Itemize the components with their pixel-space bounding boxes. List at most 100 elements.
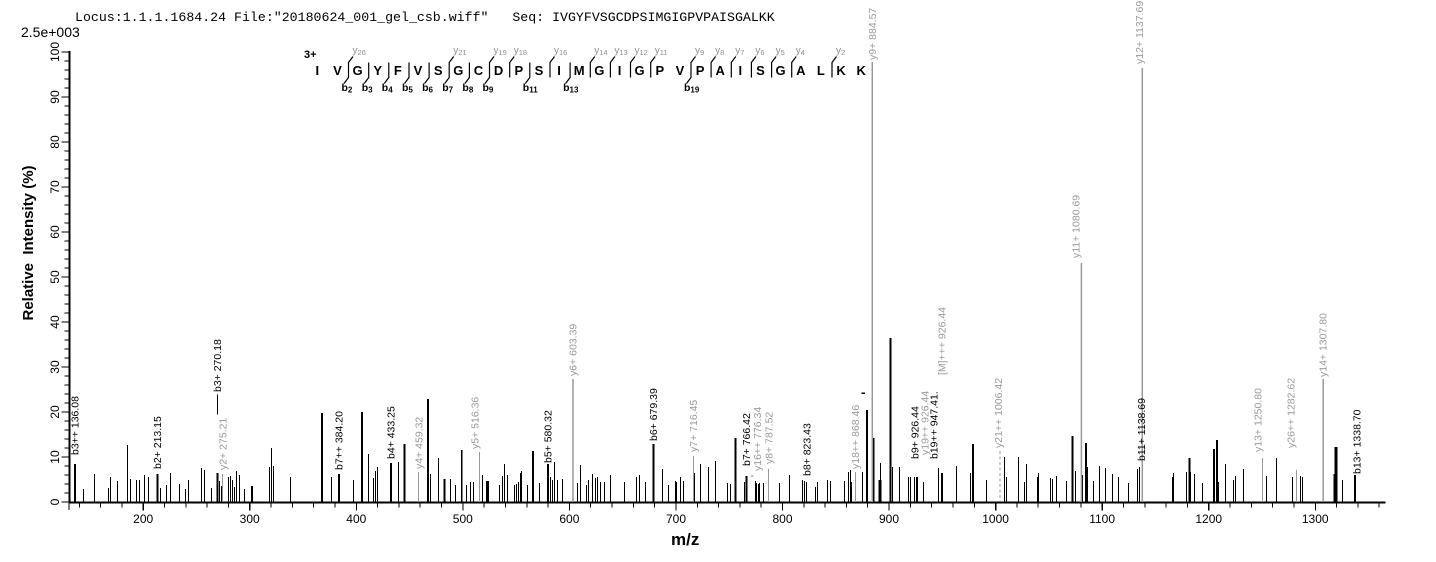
svg-text:y14: y14	[594, 46, 607, 58]
svg-text:b7++ 384.20: b7++ 384.20	[334, 411, 346, 470]
svg-text:b4: b4	[382, 82, 393, 95]
svg-text:y8: y8	[715, 46, 724, 58]
svg-text:I: I	[738, 63, 742, 78]
svg-text:P: P	[696, 63, 705, 78]
svg-text:1200: 1200	[1195, 512, 1222, 526]
svg-text:y18++ 868.46: y18++ 868.46	[850, 405, 862, 469]
svg-text:b4+ 433.25: b4+ 433.25	[385, 406, 397, 459]
svg-text:20: 20	[48, 405, 62, 419]
svg-text:100: 100	[48, 42, 62, 62]
svg-text:C: C	[474, 63, 484, 78]
svg-text:b6: b6	[422, 82, 433, 95]
svg-text:y13+ 1250.80: y13+ 1250.80	[1253, 388, 1265, 452]
svg-text:I: I	[557, 63, 561, 78]
svg-text:P: P	[514, 63, 523, 78]
svg-text:y18: y18	[514, 46, 527, 58]
svg-text:40: 40	[48, 315, 62, 329]
svg-text:y16: y16	[554, 46, 567, 58]
svg-text:y2: y2	[836, 46, 845, 58]
svg-text:y5+ 516.36: y5+ 516.36	[469, 397, 481, 449]
svg-text:S: S	[434, 63, 443, 78]
svg-text:A: A	[796, 63, 806, 78]
svg-text:y12+ 1137.69: y12+ 1137.69	[1134, 1, 1146, 64]
svg-text:y16++ 776.34: y16++ 776.34	[752, 407, 764, 471]
svg-text:V: V	[333, 63, 342, 78]
svg-text:200: 200	[133, 512, 153, 526]
svg-text:b7: b7	[442, 82, 453, 95]
svg-text:D: D	[494, 63, 503, 78]
svg-text:10: 10	[48, 450, 62, 464]
svg-text:y13: y13	[614, 46, 627, 58]
svg-text:V: V	[676, 63, 685, 78]
svg-text:m/z: m/z	[671, 530, 699, 549]
svg-text:b3+ 270.18: b3+ 270.18	[212, 339, 224, 392]
svg-text:y26++ 1282.62: y26++ 1282.62	[1286, 378, 1298, 448]
svg-text:y4+ 459.32: y4+ 459.32	[414, 417, 426, 469]
svg-text:y26: y26	[353, 46, 366, 58]
svg-text:90: 90	[48, 90, 62, 104]
svg-text:700: 700	[666, 512, 686, 526]
svg-text:y9: y9	[695, 46, 704, 58]
svg-text:G: G	[776, 63, 786, 78]
svg-text:I: I	[618, 63, 622, 78]
svg-text:P: P	[655, 63, 664, 78]
svg-text:400: 400	[346, 512, 366, 526]
svg-text:b6+ 679.39: b6+ 679.39	[648, 388, 660, 441]
svg-text:50: 50	[48, 270, 62, 284]
svg-text:800: 800	[772, 512, 792, 526]
svg-text:b5: b5	[402, 82, 413, 95]
svg-text:1000: 1000	[982, 512, 1009, 526]
svg-text:y19++ 926.44: y19++ 926.44	[919, 391, 931, 455]
svg-text:b19: b19	[684, 82, 700, 95]
svg-text:y2+ 275.21: y2+ 275.21	[217, 418, 229, 470]
svg-text:y14+ 1307.80: y14+ 1307.80	[1318, 313, 1330, 377]
svg-text:K: K	[836, 63, 846, 78]
svg-text:y8+ 787.52: y8+ 787.52	[763, 412, 775, 464]
svg-text:I: I	[315, 63, 319, 78]
svg-text:1300: 1300	[1302, 512, 1329, 526]
svg-text:F: F	[394, 63, 402, 78]
svg-text:G: G	[594, 63, 604, 78]
svg-text:70: 70	[48, 180, 62, 194]
svg-text:30: 30	[48, 360, 62, 374]
svg-text:b2+ 213.15: b2+ 213.15	[152, 416, 164, 469]
svg-text:G: G	[453, 63, 463, 78]
svg-text:b13: b13	[563, 82, 579, 95]
svg-text:y11+ 1080.69: y11+ 1080.69	[1071, 195, 1083, 258]
svg-text:y6: y6	[755, 46, 764, 58]
svg-text:y6+ 603.39: y6+ 603.39	[568, 324, 580, 376]
svg-text:0: 0	[48, 498, 62, 505]
svg-text:b8: b8	[462, 82, 473, 95]
svg-text:80: 80	[48, 135, 62, 149]
svg-text:b3++ 136.08: b3++ 136.08	[70, 396, 82, 455]
svg-text:b8+ 823.43: b8+ 823.43	[801, 423, 813, 476]
svg-text:b19++ 947.41.: b19++ 947.41.	[928, 391, 940, 459]
svg-text:y7+ 716.45: y7+ 716.45	[688, 400, 700, 452]
svg-text:900: 900	[879, 512, 899, 526]
svg-text:y4: y4	[796, 46, 805, 58]
svg-text:Y: Y	[373, 63, 382, 78]
svg-text:60: 60	[48, 225, 62, 239]
svg-text:b11+ 1138.69: b11+ 1138.69	[1136, 398, 1148, 461]
svg-text:b9+ 926.44: b9+ 926.44	[910, 406, 922, 459]
svg-text:M: M	[574, 63, 585, 78]
svg-text:S: S	[756, 63, 765, 78]
svg-text:A: A	[716, 63, 726, 78]
svg-text:y21++ 1006.42: y21++ 1006.42	[993, 378, 1005, 448]
svg-text:b5+ 580.32: b5+ 580.32	[543, 410, 555, 463]
svg-text:1100: 1100	[1089, 512, 1115, 526]
svg-text:y11: y11	[655, 46, 668, 58]
svg-text:b2: b2	[342, 82, 353, 95]
svg-text:3+: 3+	[304, 49, 317, 61]
svg-text:Relative Intensity (%): Relative Intensity (%)	[20, 165, 37, 320]
svg-text:S: S	[535, 63, 544, 78]
svg-text:b11: b11	[523, 82, 538, 95]
svg-text:y21: y21	[453, 46, 466, 58]
svg-text:[M]+++ 926.44: [M]+++ 926.44	[936, 307, 948, 375]
svg-text:2.5e+003: 2.5e+003	[21, 24, 80, 40]
svg-text:b9: b9	[483, 82, 494, 95]
svg-text:300: 300	[240, 512, 260, 526]
svg-text:b7+ 766.42: b7+ 766.42	[741, 413, 753, 466]
svg-text:y12: y12	[635, 46, 648, 58]
svg-text:b13+ 1338.70: b13+ 1338.70	[1351, 409, 1363, 474]
